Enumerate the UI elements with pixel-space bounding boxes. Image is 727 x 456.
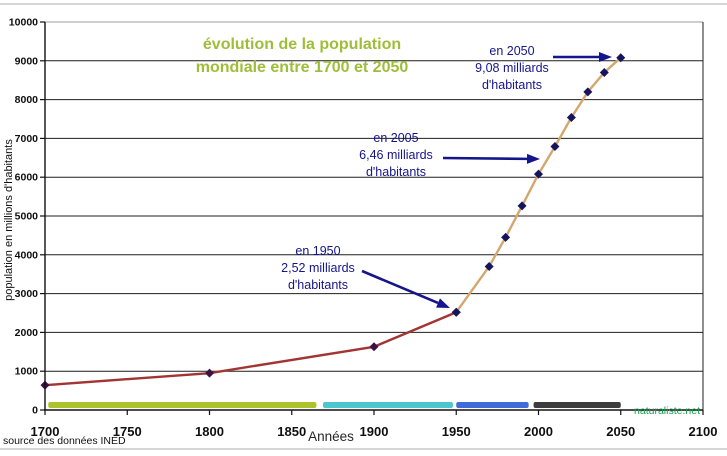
y-tick-label-7000: 7000 [15, 133, 39, 145]
x-tick-label-2100: 2100 [689, 424, 718, 439]
annotation-2050-line1: en 2050 [489, 44, 535, 58]
y-tick-label-4000: 4000 [15, 249, 39, 261]
x-tick-label-1750: 1750 [113, 424, 142, 439]
period-bar-1 [48, 402, 317, 408]
annotation-1950-line1: en 1950 [295, 244, 341, 258]
annotation-2005-line3: d'habitants [365, 165, 427, 179]
period-bar-2 [323, 402, 453, 408]
y-tick-label-8000: 8000 [15, 94, 39, 106]
annotation-2050: en 2050 9,08 milliards d'habitants [427, 43, 597, 94]
x-tick-label-1850: 1850 [277, 424, 306, 439]
x-tick-label-1950: 1950 [442, 424, 471, 439]
y-tick-label-10000: 10000 [9, 17, 38, 29]
x-tick-label-2000: 2000 [524, 424, 553, 439]
annotation-arrowhead-2 [526, 153, 540, 164]
x-tick-label-1900: 1900 [360, 424, 389, 439]
data-point-1990 [517, 201, 527, 211]
data-point-1970 [484, 261, 494, 271]
x-tick-label-2050: 2050 [606, 424, 635, 439]
chart-title: évolution de la population mondiale entr… [150, 33, 454, 79]
y-tick-label-0: 0 [32, 405, 38, 417]
annotation-1950: en 1950 2,52 milliards d'habitants [233, 243, 403, 294]
data-point-2040 [599, 67, 609, 77]
annotation-arrow-line-2 [442, 156, 528, 161]
y-tick-label-9000: 9000 [15, 55, 39, 67]
data-point-1800 [205, 368, 214, 378]
data-point-2010 [550, 142, 560, 152]
y-axis-title: population en millions d'habitants [3, 139, 15, 301]
bottom-edge-line [0, 447, 727, 450]
annotation-arrowhead-1 [436, 298, 450, 308]
data-point-2000 [534, 169, 543, 179]
annotation-arrowhead-3 [599, 52, 612, 62]
annotation-2005-line1: en 2005 [373, 131, 419, 145]
annotation-1950-line3: d'habitants [287, 278, 349, 292]
y-tick-label-1000: 1000 [15, 366, 39, 378]
y-tick-label-6000: 6000 [15, 172, 39, 184]
chart-title-line2: mondiale entre 1700 et 2050 [195, 59, 409, 76]
data-point-1980 [501, 232, 511, 242]
annotation-2050-line2: 9,08 milliards [475, 61, 549, 75]
y-axis-title-wrap: population en millions d'habitants [0, 75, 18, 365]
data-point-1950 [451, 307, 461, 317]
y-tick-label-5000: 5000 [15, 211, 39, 223]
period-bar-4 [533, 402, 621, 408]
annotation-2005-line2: 6,46 milliards [359, 148, 433, 162]
period-bar-3 [456, 402, 529, 408]
data-source-note: source des données INED [3, 435, 126, 447]
data-point-2050 [616, 53, 626, 63]
x-tick-label-1800: 1800 [195, 424, 224, 439]
annotation-2050-line3: d'habitants [481, 78, 543, 92]
x-tick-label-1700: 1700 [31, 424, 60, 439]
data-point-2020 [566, 112, 576, 122]
data-point-1900 [369, 342, 379, 352]
y-tick-label-2000: 2000 [15, 327, 39, 339]
series-line-2 [455, 56, 622, 314]
series-line-1 [43, 311, 458, 387]
watermark-link: naturaliste.net [634, 405, 700, 417]
y-tick-label-3000: 3000 [15, 288, 39, 300]
annotation-arrow-line-1 [361, 269, 439, 305]
chart-title-line1: évolution de la population [202, 36, 402, 53]
annotation-2005: en 2005 6,46 milliards d'habitants [311, 130, 481, 181]
top-edge-line [0, 3, 727, 5]
data-point-2030 [583, 87, 593, 97]
annotation-1950-line2: 2,52 milliards [281, 261, 355, 275]
x-axis-title: Années [308, 429, 354, 444]
